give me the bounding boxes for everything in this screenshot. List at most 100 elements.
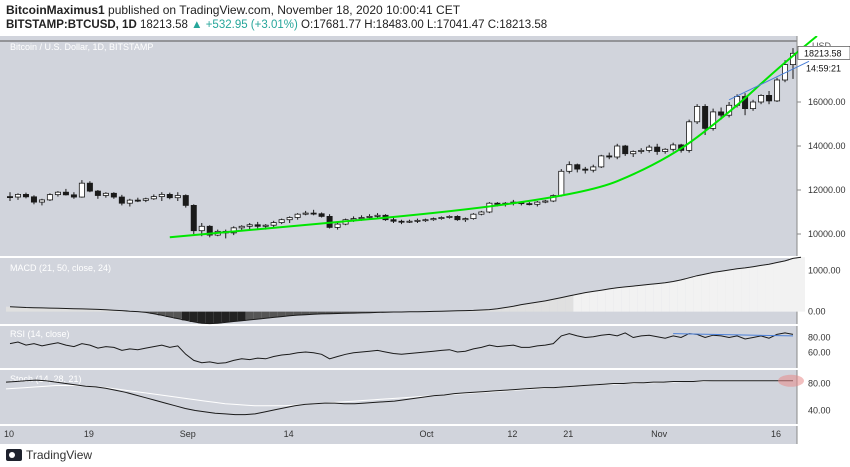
macd-hist-bar [637,285,646,312]
candle-body [526,203,533,206]
macd-hist-bar [157,311,166,316]
macd-hist-bar [341,311,350,314]
candle-body [254,224,261,227]
macd-hist-bar [349,311,358,314]
candle-body [150,196,157,200]
candle-body [110,192,117,198]
macd-hist-bar [693,275,702,312]
candle-body [494,202,501,205]
candle-body [454,215,461,221]
macd-hist-bar [365,311,374,313]
candle-body [598,155,605,168]
macd-hist-bar [597,290,606,312]
macd-hist-bar [285,311,294,316]
macd-hist-bar [205,311,214,324]
price-tick-label: 16000.00 [808,97,846,107]
macd-hist-bar [501,307,510,312]
macd-hist-bar [557,297,566,312]
macd-hist-bar [661,282,670,312]
macd-hist-bar [109,310,118,312]
macd-hist-bar [773,262,782,312]
macd-hist-bar [237,311,246,321]
candle-body [286,217,293,221]
macd-hist-bar [757,265,766,312]
publish-line: BitcoinMaximus1 published on TradingView… [6,3,460,17]
currency-label: USD [812,41,832,51]
macd-hist-bar [549,299,558,312]
candle-body [622,145,629,155]
pane-bg-0 [0,36,797,256]
symbol-line: BITSTAMP:BTCUSD, 1D 18213.58 ▲ +532.95 (… [6,19,547,31]
pane-bg-2 [0,326,797,368]
candle-body [142,198,149,201]
macd-hist-bar [509,306,518,312]
macd-hist-bar [525,303,534,312]
candle-body [398,220,405,223]
candle-body [574,164,581,170]
macd-hist-bar [85,309,94,312]
candle-body [590,166,597,171]
publish-info: published on TradingView.com, November 1… [108,3,461,17]
author-name[interactable]: BitcoinMaximus1 [6,3,105,17]
trend-line [728,60,810,101]
macd-hist-bar [77,308,86,312]
chart-area[interactable]: Bitcoin / U.S. Dollar, 1D, BITSTAMP USD 10… [0,35,850,444]
candle-body [478,211,485,215]
candle-body [558,170,565,196]
candle-body [334,223,341,228]
macd-hist-bar [277,311,286,317]
rsi-tick-label: 60.00 [808,348,831,358]
macd-hist-bar [629,286,638,312]
candle-body [638,150,645,152]
candle-body [358,217,365,219]
candle-body [62,191,69,196]
candle-body [246,224,253,227]
time-label: 12 [507,429,517,439]
price-pane-title: Bitcoin / U.S. Dollar, 1D, BITSTAMP [10,42,153,52]
candle-body [262,224,269,227]
stoch-title: Stoch (14, 28, 21) [10,374,82,384]
macd-hist-bar [541,300,550,312]
stoch-tick-label: 40.00 [808,406,831,416]
candle-body [758,95,765,103]
candle-body [542,200,549,203]
candle-body [182,195,189,206]
macd-hist-bar [13,307,22,312]
time-label: 14 [284,429,294,439]
macd-hist-bar [165,311,174,317]
time-label: 16 [771,429,781,439]
candle-body [702,106,709,129]
macd-hist-bar [605,288,614,312]
macd-hist-bar [69,308,78,312]
time-label: 21 [563,429,573,439]
ohlc-values: O:17681.77 H:18483.00 L:17041.47 C:18213… [301,19,548,31]
macd-hist-bar [741,267,750,312]
candle-body [86,182,93,192]
time-axis-bg [0,424,797,444]
last-price-box [797,46,850,60]
candle-body [270,222,277,226]
candle-body [750,101,757,109]
candle-body [446,215,453,218]
macd-hist-bar [653,283,662,312]
tradingview-brand[interactable]: TradingView [6,448,92,462]
candle-body [374,214,381,217]
macd-hist-bar [685,277,694,312]
candle-body [278,219,285,223]
candle-body [190,204,197,232]
macd-hist-bar [221,311,230,323]
candle-body [38,199,45,203]
candle-body [422,219,429,222]
candle-body [30,196,37,203]
rsi-divergence-line [673,333,794,337]
rsi-tick-label: 80.00 [808,332,831,342]
macd-hist-bar [645,284,654,312]
candle-body [766,95,773,102]
macd-hist-bar [333,311,342,314]
rsi-title: RSI (14, close) [10,329,70,339]
macd-hist-bar [485,309,494,312]
chart-svg[interactable]: Bitcoin / U.S. Dollar, 1D, BITSTAMP USD 10… [0,35,850,444]
macd-hist-bar [717,271,726,312]
macd-hist-bar [677,279,686,312]
symbol-label[interactable]: BITSTAMP:BTCUSD, 1D [6,19,137,31]
